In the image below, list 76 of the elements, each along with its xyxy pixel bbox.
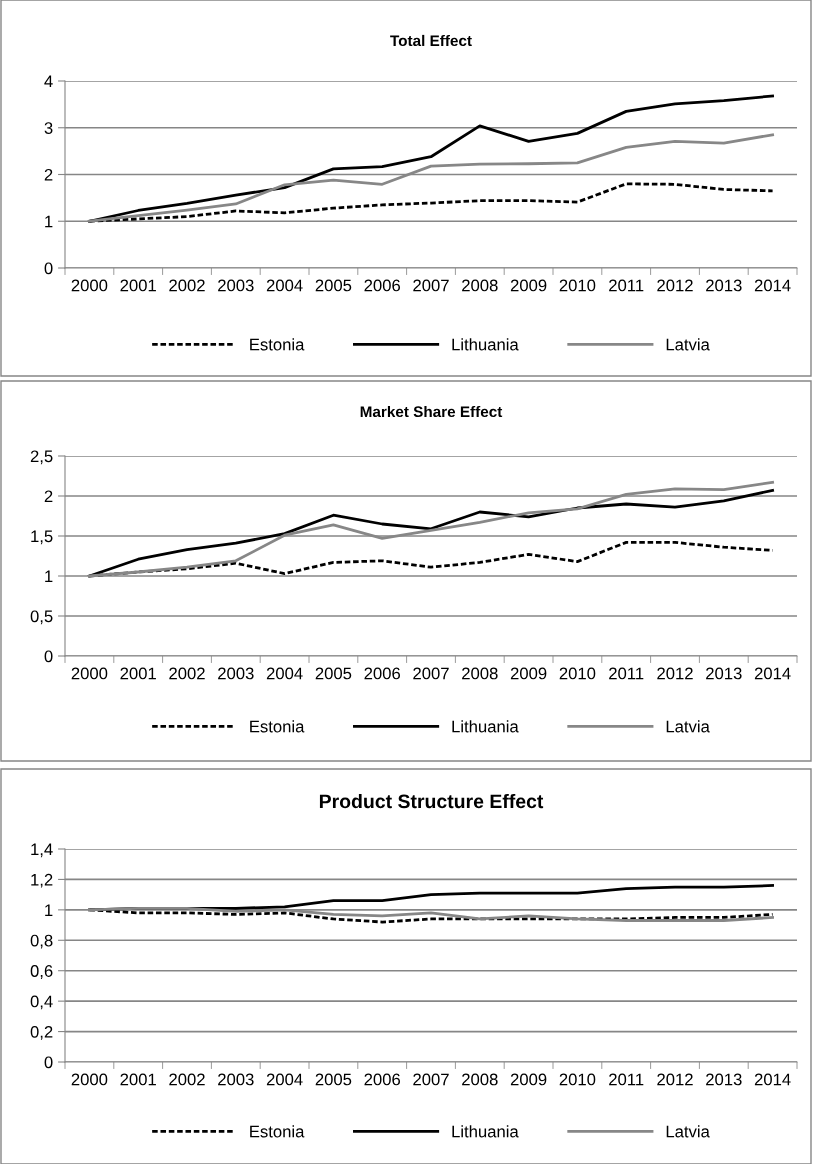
y-tick-label: 2,5 (30, 450, 53, 465)
x-tick-label: 2014 (754, 279, 791, 292)
x-tick-label: 2011 (609, 1073, 644, 1086)
x-tick-label: 2014 (754, 1073, 791, 1086)
x-tick-label: 2009 (510, 279, 547, 292)
x-tick-label: 2008 (462, 667, 498, 680)
x-tick-label: 2004 (266, 667, 303, 680)
y-tick-label: 1 (45, 904, 53, 916)
x-tick-label: 2013 (706, 667, 742, 680)
x-tick-label: 2004 (266, 1073, 303, 1086)
x-tick-label: 2010 (559, 1073, 596, 1086)
x-tick-label: 2011 (609, 667, 644, 680)
y-tick-label: 2 (44, 168, 53, 181)
x-tick-label: 2004 (266, 279, 303, 292)
y-tick-label: 1,2 (31, 873, 53, 888)
y-tick-label: 1,5 (31, 530, 53, 545)
legend-label: Latvia (666, 720, 710, 733)
x-tick-label: 2006 (364, 279, 401, 292)
x-tick-label: 2007 (413, 279, 449, 292)
x-tick-label: 2002 (169, 1073, 205, 1086)
x-tick-label: 2001 (120, 1073, 156, 1086)
y-tick-label: 1 (45, 215, 53, 228)
x-tick-label: 2012 (657, 667, 693, 680)
legend-label: Latvia (666, 338, 710, 351)
x-tick-label: 2002 (169, 279, 205, 292)
x-tick-label: 2000 (71, 667, 108, 680)
y-tick-label: 0,2 (30, 1025, 53, 1040)
x-tick-label: 2003 (218, 1073, 254, 1086)
y-tick-label: 0,8 (30, 934, 53, 949)
x-tick-label: 2000 (71, 1073, 108, 1086)
y-tick-label: 3 (44, 122, 53, 134)
x-tick-label: 2006 (364, 1073, 401, 1086)
x-tick-label: 2003 (218, 279, 254, 292)
x-tick-label: 2008 (462, 279, 498, 292)
legend-label: Estonia (250, 720, 305, 733)
y-tick-label: 4 (44, 75, 53, 88)
x-tick-label: 2001 (120, 667, 156, 680)
x-tick-label: 2005 (315, 279, 352, 292)
y-tick-label: 0,6 (30, 965, 53, 979)
legend-label: Lithuania (452, 720, 519, 733)
y-tick-label: 0,4 (30, 995, 53, 1010)
x-tick-label: 2008 (462, 1073, 498, 1086)
legend-label: Estonia (250, 338, 305, 351)
x-tick-label: 2003 (218, 667, 254, 680)
x-tick-label: 2007 (413, 667, 449, 680)
x-tick-label: 2013 (706, 1073, 742, 1086)
y-tick-label: 0 (44, 650, 53, 663)
x-tick-label: 2000 (71, 279, 108, 292)
chart-title: Market Share Effect (360, 405, 503, 418)
y-tick-label: 1 (45, 570, 53, 583)
x-tick-label: 2001 (120, 279, 156, 292)
legend-label: Lithuania (452, 1125, 519, 1138)
legend-label: Estonia (250, 1125, 305, 1138)
x-tick-label: 2012 (657, 1073, 693, 1086)
x-tick-label: 2006 (364, 667, 401, 680)
legend-label: Latvia (666, 1125, 710, 1138)
x-tick-label: 2005 (315, 1073, 352, 1086)
chart-title: Total Effect (390, 34, 472, 47)
x-tick-label: 2013 (706, 279, 742, 292)
x-tick-label: 2007 (413, 1073, 449, 1086)
y-tick-label: 0 (44, 1056, 53, 1069)
x-tick-label: 2014 (754, 667, 791, 680)
x-tick-label: 2010 (559, 279, 596, 292)
x-tick-label: 2009 (510, 1073, 547, 1086)
x-tick-label: 2011 (609, 279, 644, 292)
y-tick-label: 1,4 (31, 843, 53, 858)
x-tick-label: 2005 (315, 667, 352, 680)
y-tick-label: 0 (44, 262, 53, 275)
chart-title: Product Structure Effect (319, 793, 544, 809)
y-tick-label: 2 (44, 490, 53, 503)
x-tick-label: 2002 (169, 667, 205, 680)
x-tick-label: 2010 (559, 667, 596, 680)
x-tick-label: 2012 (657, 279, 693, 292)
x-tick-label: 2009 (510, 667, 547, 680)
y-tick-label: 0,5 (30, 610, 53, 625)
legend-label: Lithuania (452, 338, 519, 351)
